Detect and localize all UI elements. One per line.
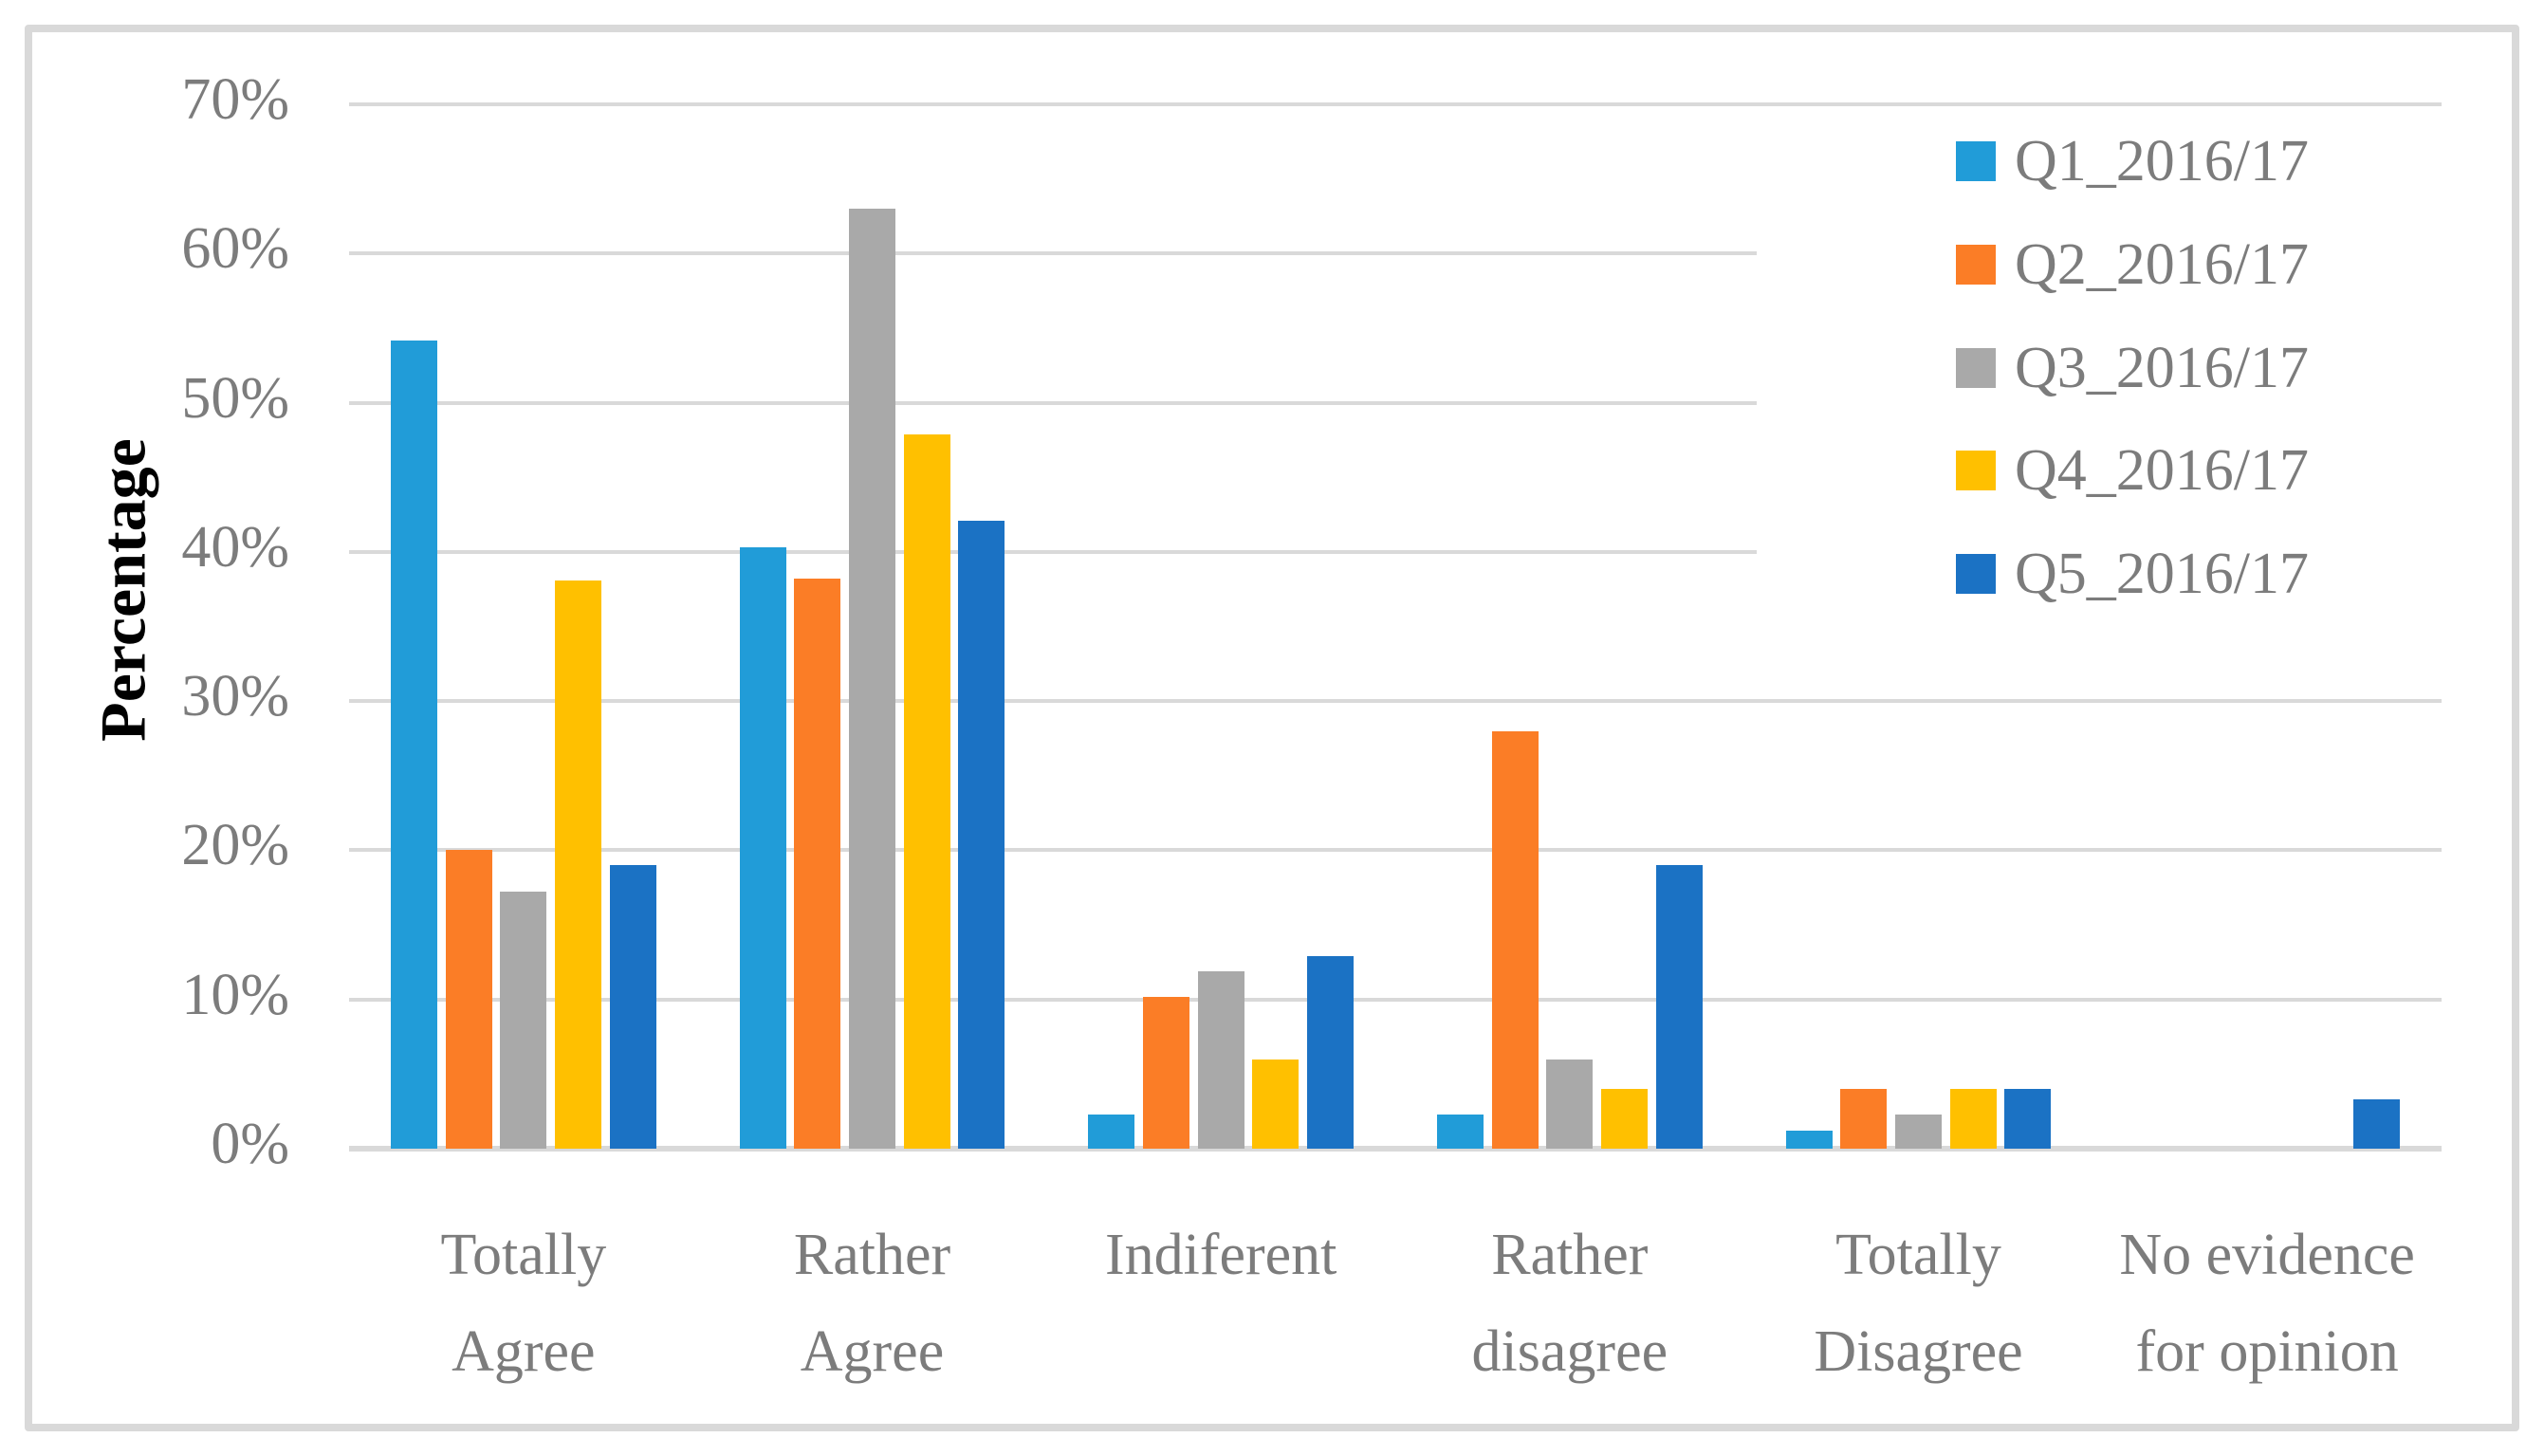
x-category-label: Rather (793, 1223, 951, 1287)
x-category-label: Agree (452, 1319, 596, 1384)
gridline-60 (349, 251, 2442, 256)
legend-swatch-q3 (1956, 347, 1996, 388)
x-category-label: Rather (1491, 1223, 1649, 1287)
bar-q4-cat1 (555, 580, 602, 1149)
bar-q1-cat4 (1436, 1114, 1484, 1149)
legend-background (1757, 118, 2489, 613)
x-category-label: Totally (1835, 1223, 2001, 1287)
bar-q4-cat2 (903, 433, 950, 1149)
bar-q3-cat2 (849, 209, 895, 1149)
legend-swatch-q1 (1956, 141, 1996, 181)
bar-q1-cat5 (1785, 1131, 1833, 1149)
gridline-30 (349, 699, 2442, 704)
gridline-10 (349, 997, 2442, 1002)
bar-q1-cat3 (1088, 1114, 1135, 1149)
legend-swatch-q5 (1956, 554, 1996, 594)
legend-label-q3: Q3_2016/17 (2015, 335, 2309, 400)
gridline-40 (349, 549, 2442, 554)
figure-border (25, 25, 2519, 1431)
bar-q2-cat3 (1142, 996, 1189, 1149)
x-category-label: Agree (800, 1319, 945, 1384)
y-tick-label-10: 10% (181, 962, 289, 1027)
bar-q4-cat3 (1252, 1059, 1300, 1149)
bar-q5-cat5 (2004, 1089, 2052, 1149)
bar-q5-cat2 (958, 520, 1005, 1149)
gridline-70 (349, 102, 2442, 106)
bar-q3-cat5 (1895, 1114, 1942, 1149)
x-axis-line (349, 1146, 2442, 1152)
y-tick-label-50: 50% (181, 365, 289, 431)
bar-q1-cat2 (739, 547, 786, 1149)
x-category-label: for opinion (2135, 1319, 2399, 1384)
bar-q5-cat3 (1307, 956, 1355, 1149)
gridline-50 (349, 400, 2442, 405)
gridline-20 (349, 848, 2442, 853)
legend-label-q5: Q5_2016/17 (2015, 542, 2309, 606)
legend-label-q4: Q4_2016/17 (2015, 438, 2309, 504)
bar-q5-cat6 (2353, 1099, 2401, 1149)
x-category-label: Disagree (1814, 1319, 2023, 1384)
y-tick-label-20: 20% (181, 813, 289, 878)
bar-q4-cat4 (1601, 1089, 1649, 1149)
bar-q5-cat1 (609, 865, 656, 1149)
x-category-label: Indiferent (1104, 1223, 1337, 1287)
y-tick-label-0: 0% (211, 1112, 289, 1176)
bar-q5-cat4 (1655, 865, 1703, 1149)
bar-q2-cat5 (1840, 1089, 1888, 1149)
bar-q1-cat1 (390, 340, 437, 1149)
legend-swatch-q4 (1956, 451, 1996, 491)
bar-q2-cat4 (1491, 730, 1539, 1149)
x-category-label: Totally (440, 1223, 607, 1287)
y-tick-label-70: 70% (181, 67, 289, 132)
bar-q2-cat2 (794, 579, 841, 1149)
bar-q3-cat1 (500, 892, 547, 1149)
x-category-label: No evidence (2119, 1223, 2415, 1287)
bar-q4-cat5 (1949, 1089, 1997, 1149)
bar-q3-cat3 (1197, 970, 1244, 1149)
bar-q2-cat1 (445, 850, 492, 1149)
legend-label-q2: Q2_2016/17 (2015, 231, 2309, 297)
y-tick-label-60: 60% (181, 216, 289, 282)
x-category-label: disagree (1471, 1319, 1668, 1384)
y-tick-label-30: 30% (181, 664, 289, 729)
legend-label-q1: Q1_2016/17 (2015, 129, 2309, 194)
y-tick-label-40: 40% (181, 514, 289, 580)
bar-q3-cat4 (1546, 1059, 1594, 1149)
legend-swatch-q2 (1956, 244, 1996, 285)
